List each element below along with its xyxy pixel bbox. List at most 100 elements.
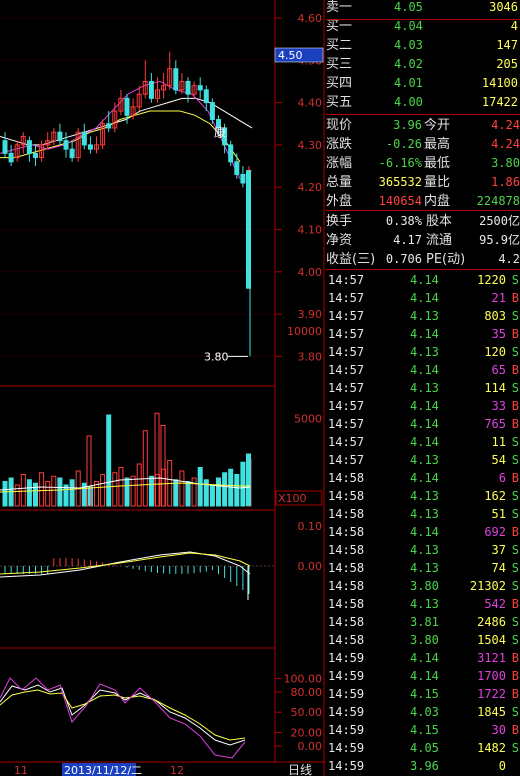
- tick-time: 14:59: [328, 759, 365, 773]
- tick-volume: 1722: [477, 687, 506, 701]
- tick-row[interactable]: 14:58 3.81 2486 S: [326, 613, 520, 631]
- tick-row[interactable]: 14:58 4.13 162 S: [326, 487, 520, 505]
- orderbook-volume: 14100: [481, 76, 518, 90]
- tick-row[interactable]: 14:59 4.05 1482 S: [326, 739, 520, 757]
- volume-bar: [112, 472, 118, 507]
- tick-price: 4.13: [410, 489, 439, 503]
- tick-row[interactable]: 14:58 4.13 542 B: [326, 595, 520, 613]
- volume-ma-line: [0, 477, 251, 491]
- date-label: 12: [170, 764, 184, 776]
- volume-bar: [197, 467, 203, 507]
- candle-body: [209, 102, 215, 121]
- macd-dif-line: [0, 551, 251, 578]
- tick-volume: 21302: [469, 579, 506, 593]
- period-label: 日线: [288, 763, 312, 776]
- tick-side: B: [511, 291, 519, 305]
- tick-side: B: [511, 471, 519, 485]
- candle-body: [94, 144, 99, 150]
- tick-row[interactable]: 14:57 4.13 803 S: [326, 307, 520, 325]
- tick-row[interactable]: 14:58 4.13 74 S: [326, 559, 520, 577]
- tick-row[interactable]: 14:58 3.80 21302 S: [326, 577, 520, 595]
- volume-bar: [216, 477, 221, 507]
- orderbook-price: 4.03: [394, 38, 423, 52]
- tick-time: 14:59: [328, 723, 365, 737]
- tick-price: 3.81: [410, 615, 439, 629]
- tick-time: 14:57: [328, 453, 365, 467]
- tick-volume: 65: [491, 363, 506, 377]
- tick-side: S: [511, 435, 519, 449]
- tick-price: 4.13: [410, 507, 439, 521]
- tick-row[interactable]: 14:57 4.14 35 B: [326, 325, 520, 343]
- tick-volume: 765: [484, 417, 506, 431]
- tick-price: 4.14: [410, 435, 439, 449]
- volume-bar: [81, 482, 87, 507]
- axis-labels: 4.604.504.404.304.204.104.003.903.804.50…: [14, 12, 324, 776]
- volume-bar: [203, 479, 209, 507]
- tick-price: 4.14: [410, 399, 439, 413]
- tick-volume: 120: [484, 345, 506, 359]
- macd-scale-label: 0.10: [298, 520, 323, 533]
- tick-row[interactable]: 14:57 4.14 65 B: [326, 361, 520, 379]
- kdj-scale-label: 50.00: [291, 706, 323, 719]
- tick-price: 4.13: [410, 597, 439, 611]
- tick-row[interactable]: 14:59 4.15 30 B: [326, 721, 520, 739]
- tick-row[interactable]: 14:59 4.15 1722 B: [326, 685, 520, 703]
- price-scale-label: 3.80: [298, 350, 323, 363]
- tick-row[interactable]: 14:57 4.14 1220 S: [326, 271, 520, 289]
- orderbook-label: 买四: [326, 76, 353, 91]
- quote-label: 总量: [326, 175, 353, 190]
- price-scale-label: 4.10: [298, 224, 323, 237]
- tick-row[interactable]: 14:58 3.80 1504 S: [326, 631, 520, 649]
- tick-price: 3.80: [410, 579, 439, 593]
- tick-time: 14:59: [328, 651, 365, 665]
- macd-scale-label: 0.00: [298, 560, 323, 573]
- candle-body: [20, 135, 26, 146]
- tick-row[interactable]: 14:57 4.13 54 S: [326, 451, 520, 469]
- candle-body: [148, 80, 154, 99]
- tick-volume: 74: [491, 561, 506, 575]
- tick-volume: 54: [491, 453, 506, 467]
- tick-time: 14:57: [328, 417, 365, 431]
- volume-bar: [39, 472, 45, 507]
- orderbook-price: 4.04: [394, 19, 423, 33]
- tick-side: S: [511, 633, 519, 647]
- fundamental-value: 4.2: [498, 252, 520, 266]
- candlesticks: [2, 51, 252, 357]
- orderbook-row: 买三 4.02 205: [326, 55, 520, 74]
- chart-area[interactable]: 4.604.504.404.304.204.104.003.903.804.50…: [0, 0, 326, 776]
- kdj-j-line: [0, 677, 246, 759]
- tick-row[interactable]: 14:57 4.13 120 S: [326, 343, 520, 361]
- tick-row[interactable]: 14:59 4.03 1845 S: [326, 703, 520, 721]
- orderbook-label: 买三: [326, 57, 353, 72]
- tick-row[interactable]: 14:57 4.14 33 B: [326, 397, 520, 415]
- tick-side: S: [511, 453, 519, 467]
- tick-price: 4.14: [410, 471, 439, 485]
- tick-row[interactable]: 14:58 4.13 37 S: [326, 541, 520, 559]
- tick-row[interactable]: 14:59 3.96 0: [326, 757, 520, 775]
- candle-body: [8, 152, 14, 163]
- volume-bar: [148, 475, 154, 507]
- quote-value: 224878: [476, 194, 520, 208]
- volume-bar: [209, 484, 215, 507]
- tick-row[interactable]: 14:58 4.13 51 S: [326, 505, 520, 523]
- tick-row[interactable]: 14:59 4.14 1700 B: [326, 667, 520, 685]
- orderbook-volume: 17422: [481, 95, 518, 109]
- tick-time: 14:57: [328, 327, 365, 341]
- tick-row[interactable]: 14:58 4.14 692 B: [326, 523, 520, 541]
- tick-row[interactable]: 14:57 4.13 114 S: [326, 379, 520, 397]
- tick-row[interactable]: 14:59 4.14 3121 B: [326, 649, 520, 667]
- tick-row[interactable]: 14:57 4.14 21 B: [326, 289, 520, 307]
- tick-volume: 162: [484, 489, 506, 503]
- tick-price: 4.05: [410, 741, 439, 755]
- low-marker-label: 3.80: [204, 350, 229, 363]
- volume-bar: [240, 461, 246, 507]
- tick-row[interactable]: 14:58 4.14 6 B: [326, 469, 520, 487]
- orderbook-row: 买四 4.01 14100: [326, 74, 520, 93]
- tick-row[interactable]: 14:57 4.14 11 S: [326, 433, 520, 451]
- candle-body: [81, 131, 87, 146]
- tick-price: 4.13: [410, 309, 439, 323]
- volume-bar: [234, 474, 240, 507]
- tick-row[interactable]: 14:57 4.14 765 B: [326, 415, 520, 433]
- orderbook-row: 买一 4.04 4: [326, 17, 520, 36]
- fundamental-value: 2500亿: [479, 214, 520, 228]
